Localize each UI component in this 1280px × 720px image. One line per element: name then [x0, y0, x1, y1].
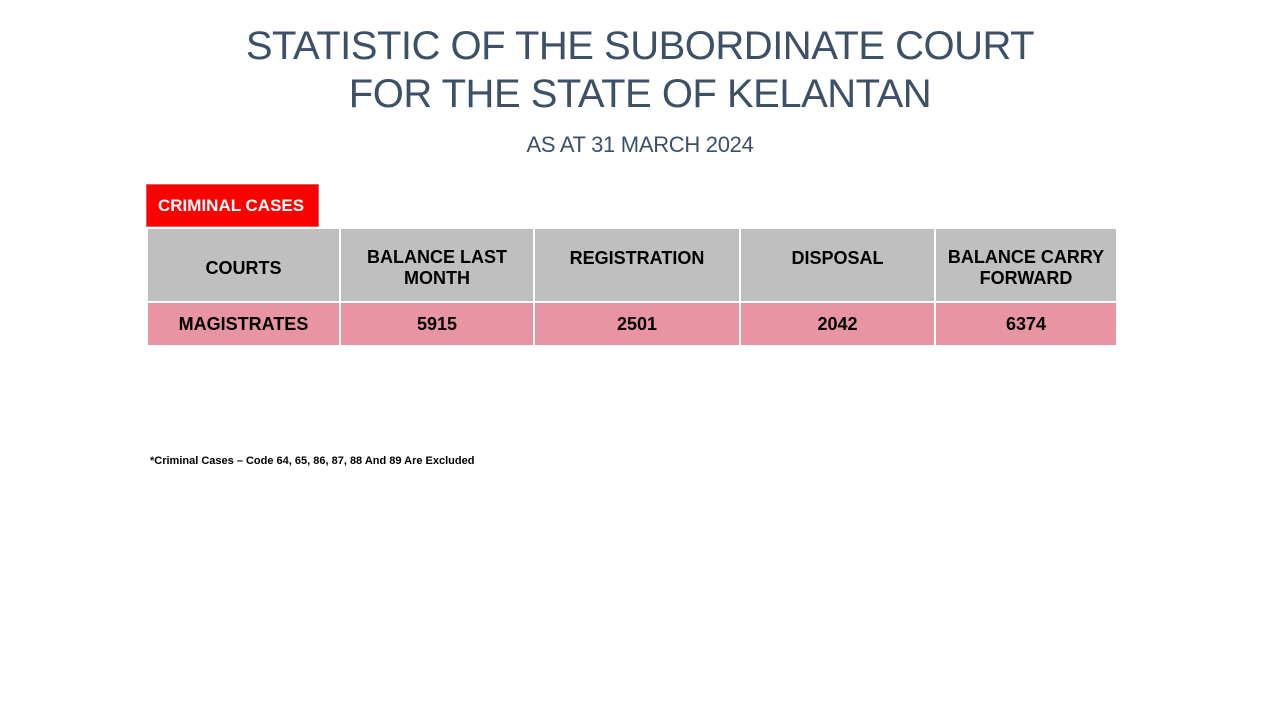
cell-disposal: 2042 — [739, 301, 936, 347]
page-title-line-1: STATISTIC OF THE SUBORDINATE COURT — [245, 24, 1035, 68]
court-statistics-table: COURTS BALANCE LAST MONTH REGISTRATION D… — [146, 227, 1118, 347]
page-subtitle: AS AT 31 MARCH 2024 — [526, 132, 754, 157]
title-block: STATISTIC OF THE SUBORDINATE COURT FOR T… — [0, 22, 1280, 160]
table-header-row: COURTS BALANCE LAST MONTH REGISTRATION D… — [146, 227, 1118, 303]
footnote: *Criminal Cases – Code 64, 65, 86, 87, 8… — [150, 455, 475, 467]
header-courts: COURTS — [146, 227, 341, 303]
header-registration: REGISTRATION — [533, 227, 741, 303]
criminal-cases-label: CRIMINAL CASES — [146, 184, 319, 227]
page-title-line-2: FOR THE STATE OF KELANTAN — [348, 72, 932, 116]
cell-registration: 2501 — [533, 301, 741, 347]
header-disposal: DISPOSAL — [739, 227, 936, 303]
table-row: MAGISTRATES 5915 2501 2042 6374 — [146, 301, 1118, 347]
cell-balance-carry-forward: 6374 — [934, 301, 1118, 347]
header-balance-last-month: BALANCE LAST MONTH — [339, 227, 535, 303]
cell-balance-last-month: 5915 — [339, 301, 535, 347]
cell-court-name: MAGISTRATES — [146, 301, 341, 347]
header-balance-carry-forward: BALANCE CARRY FORWARD — [934, 227, 1118, 303]
